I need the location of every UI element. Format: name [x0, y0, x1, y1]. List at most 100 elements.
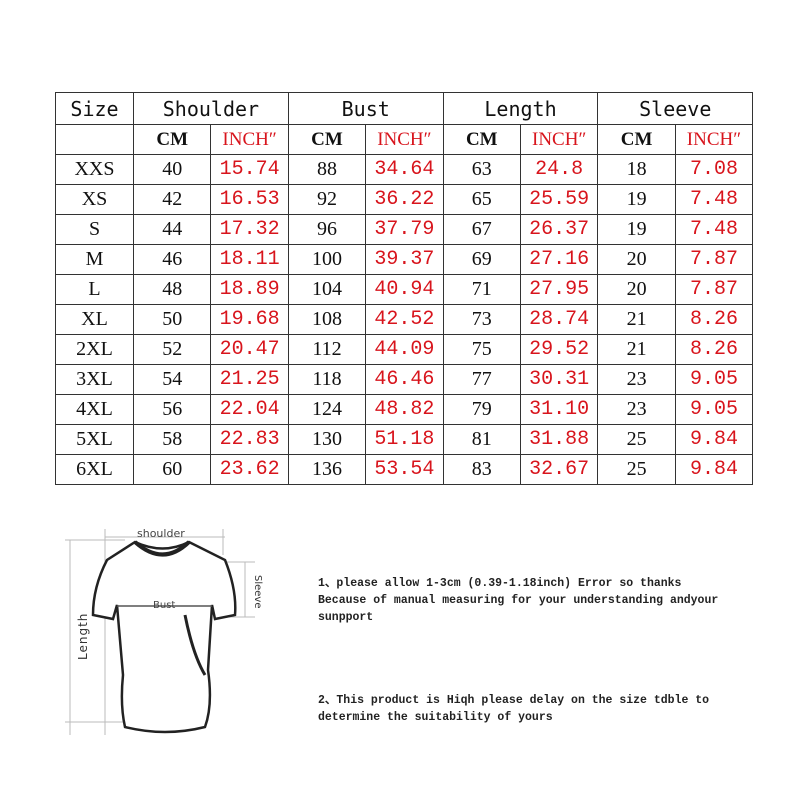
cm-cell: 79 [442, 394, 521, 425]
cm-cell: 65 [442, 184, 521, 215]
cm-cell: 63 [442, 154, 521, 185]
inch-cell: 51.18 [365, 424, 444, 455]
inch-cell: 24.8 [519, 154, 599, 185]
note-2: 2、This product is Hiqh please delay on t… [318, 692, 709, 726]
inch-cell: 27.95 [519, 274, 599, 305]
header-sleeve: Sleeve [597, 92, 754, 125]
cm-cell: 54 [132, 364, 212, 395]
cm-cell: 48 [132, 274, 212, 305]
cm-cell: 46 [132, 244, 212, 275]
inch-cell: 46.46 [365, 364, 444, 395]
label-length: Length [76, 613, 90, 660]
note-1-line: 1、please allow 1-3cm (0.39-1.18inch) Err… [318, 577, 682, 590]
inch-cell: 37.79 [365, 214, 444, 245]
cm-cell: 25 [597, 454, 676, 485]
table-row: L 48 18.89 104 40.94 71 27.95 20 7.87 [55, 274, 754, 305]
header-row: Size Shoulder Bust Length Sleeve [55, 92, 754, 125]
cm-cell: 73 [442, 304, 521, 335]
inch-cell: 22.83 [210, 424, 289, 455]
cm-cell: 88 [287, 154, 367, 185]
inch-cell: 29.52 [519, 334, 599, 365]
header-length: Length [442, 92, 599, 125]
inch-cell: 9.84 [674, 454, 754, 485]
inch-cell: 30.31 [519, 364, 599, 395]
unit-inch: INCH″ [674, 124, 754, 155]
cm-cell: 77 [442, 364, 521, 395]
note-1: 1、please allow 1-3cm (0.39-1.18inch) Err… [318, 575, 718, 626]
table-row: 4XL 56 22.04 124 48.82 79 31.10 23 9.05 [55, 394, 754, 425]
cm-cell: 23 [597, 364, 676, 395]
table-row: 2XL 52 20.47 112 44.09 75 29.52 21 8.26 [55, 334, 754, 365]
table-row: S 44 17.32 96 37.79 67 26.37 19 7.48 [55, 214, 754, 245]
table-row: 6XL 60 23.62 136 53.54 83 32.67 25 9.84 [55, 454, 754, 485]
unit-row: CM INCH″ CM INCH″ CM INCH″ CM INCH″ [55, 124, 754, 155]
inch-cell: 31.88 [519, 424, 599, 455]
inch-cell: 39.37 [365, 244, 444, 275]
tshirt-measurement-diagram: shoulder Bust Length Sleeve [65, 527, 263, 735]
unit-inch: INCH″ [519, 124, 599, 155]
inch-cell: 7.08 [674, 154, 754, 185]
cm-cell: 92 [287, 184, 367, 215]
cm-cell: 69 [442, 244, 521, 275]
label-sleeve: Sleeve [252, 575, 263, 609]
cm-cell: 19 [597, 214, 676, 245]
cm-cell: 20 [597, 244, 676, 275]
inch-cell: 22.04 [210, 394, 289, 425]
cm-cell: 112 [287, 334, 367, 365]
cm-cell: 52 [132, 334, 212, 365]
note-2-line: determine the suitability of yours [318, 711, 553, 724]
inch-cell: 28.74 [519, 304, 599, 335]
cm-cell: 130 [287, 424, 367, 455]
cm-cell: 21 [597, 304, 676, 335]
table-row: XS 42 16.53 92 36.22 65 25.59 19 7.48 [55, 184, 754, 215]
inch-cell: 9.84 [674, 424, 754, 455]
cm-cell: 100 [287, 244, 367, 275]
cm-cell: 118 [287, 364, 367, 395]
cm-cell: 96 [287, 214, 367, 245]
inch-cell: 7.48 [674, 214, 754, 245]
cm-cell: 25 [597, 424, 676, 455]
inch-cell: 27.16 [519, 244, 599, 275]
cm-cell: 71 [442, 274, 521, 305]
cm-cell: 81 [442, 424, 521, 455]
inch-cell: 20.47 [210, 334, 289, 365]
unit-cm: CM [442, 124, 521, 155]
header-shoulder: Shoulder [133, 92, 289, 125]
cm-cell: 50 [132, 304, 212, 335]
cm-cell: 108 [287, 304, 367, 335]
table-row: M 46 18.11 100 39.37 69 27.16 20 7.87 [55, 244, 754, 275]
cm-cell: 67 [442, 214, 521, 245]
cm-cell: 42 [132, 184, 212, 215]
cm-cell: 124 [287, 394, 367, 425]
cm-cell: 83 [442, 454, 521, 485]
cm-cell: 75 [442, 334, 521, 365]
cm-cell: 23 [597, 394, 676, 425]
inch-cell: 9.05 [674, 394, 754, 425]
unit-empty [55, 124, 134, 155]
label-shoulder: shoulder [137, 527, 185, 540]
table-row: XL 50 19.68 108 42.52 73 28.74 21 8.26 [55, 304, 754, 335]
unit-cm: CM [597, 124, 676, 155]
inch-cell: 7.87 [674, 244, 754, 275]
header-bust: Bust [287, 92, 444, 125]
cm-cell: 19 [597, 184, 676, 215]
inch-cell: 8.26 [674, 334, 754, 365]
cm-cell: 44 [132, 214, 212, 245]
cm-cell: 58 [132, 424, 212, 455]
cm-cell: 18 [597, 154, 676, 185]
inch-cell: 18.11 [210, 244, 289, 275]
inch-cell: 19.68 [210, 304, 289, 335]
size-cell: M [55, 244, 134, 275]
inch-cell: 23.62 [210, 454, 289, 485]
inch-cell: 40.94 [365, 274, 444, 305]
size-cell: XS [55, 184, 134, 215]
size-cell: 5XL [55, 424, 134, 455]
inch-cell: 48.82 [365, 394, 444, 425]
cm-cell: 104 [287, 274, 367, 305]
size-chart-table: Size Shoulder Bust Length Sleeve CM INCH… [55, 92, 754, 485]
inch-cell: 15.74 [210, 154, 289, 185]
note-2-line: 2、This product is Hiqh please delay on t… [318, 694, 710, 707]
size-cell: S [55, 214, 134, 245]
table-row: 3XL 54 21.25 118 46.46 77 30.31 23 9.05 [55, 364, 754, 395]
inch-cell: 53.54 [365, 454, 444, 485]
